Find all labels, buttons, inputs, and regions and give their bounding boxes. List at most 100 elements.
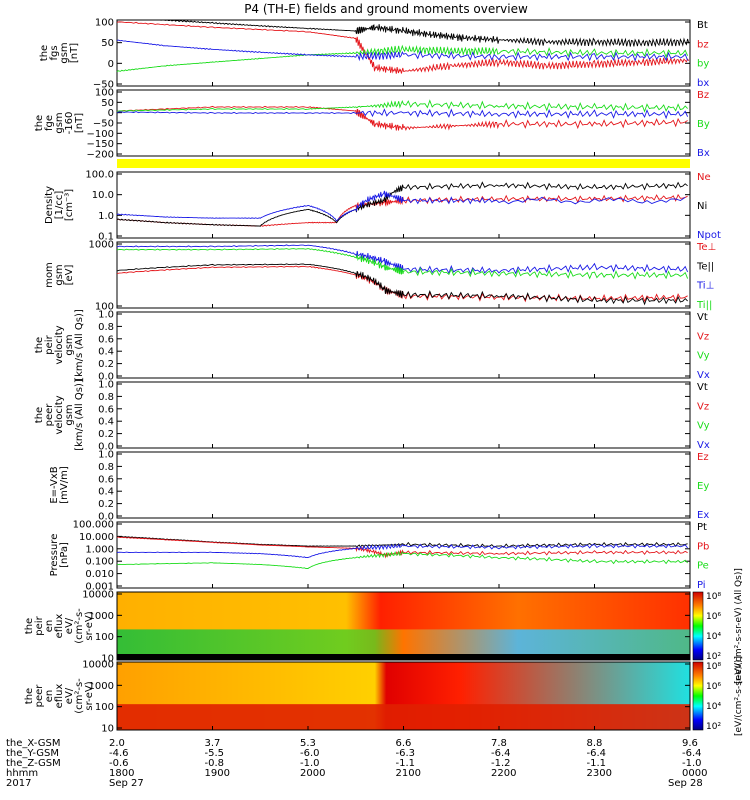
fgs-legend-by: by bbox=[697, 59, 709, 70]
peer_eflux-ylabel: the bbox=[24, 688, 35, 704]
density-frame bbox=[116, 171, 691, 239]
axis-value: -6.4 bbox=[587, 748, 607, 759]
pressure-ytick-label: 0.100 bbox=[85, 557, 114, 568]
pressure-ylabel: [nPa] bbox=[59, 542, 70, 568]
fge-ylabel: gsm bbox=[54, 112, 65, 133]
axis-value: 8.8 bbox=[587, 738, 603, 749]
axis-value: 1900 bbox=[205, 768, 230, 779]
temp-series-te|| bbox=[116, 263, 688, 306]
temp-legend-ti||: Ti|| bbox=[696, 300, 712, 311]
peir_eflux-colorbar bbox=[692, 591, 704, 661]
peer_vel-panel: 1.00.80.6 0.40.2 0.0 the peer velocity gsm [km/… bbox=[34, 379, 710, 452]
peer_eflux-ytick-label: 1000 bbox=[89, 681, 114, 692]
pressure-ytick-label: 0.001 bbox=[85, 582, 114, 593]
peer_vel-ylabel: velocity bbox=[54, 395, 65, 434]
efield-ytick-label: 0.2 bbox=[98, 499, 114, 510]
fge-ytick-label: 50 bbox=[101, 98, 114, 109]
peir_vel-ytick-label: 0.0 bbox=[98, 372, 114, 383]
peer_eflux-ylabel: peer bbox=[34, 684, 45, 708]
axis-value: 2200 bbox=[491, 768, 516, 779]
fgs-series-bt bbox=[117, 19, 690, 48]
axis-row-name: hhmm bbox=[6, 768, 38, 779]
peir_eflux-colorbar-label: [eV/(cm²-s-sr-eV) (All Qs)] bbox=[734, 568, 744, 684]
peer_eflux-colorbar-tick: 10⁴ bbox=[706, 702, 721, 712]
efield-frame bbox=[116, 451, 691, 519]
peer_eflux-ylabel: (cm²-s- bbox=[74, 678, 85, 714]
pressure-series-pe bbox=[116, 550, 688, 569]
peir_eflux-ytick-label: 10 bbox=[101, 654, 114, 665]
region-indicator-bar bbox=[117, 159, 690, 168]
temp-ylabel: [eV] bbox=[64, 265, 75, 286]
peer_vel-ytick-label: 0.2 bbox=[98, 429, 114, 440]
peir_vel-legend-vz: Vz bbox=[697, 331, 709, 342]
pressure-legend-pe: Pe bbox=[697, 561, 709, 572]
temp-ytick-label: 1000 bbox=[89, 240, 114, 251]
peer_eflux-colorbar bbox=[692, 661, 704, 731]
peer_vel-ylabel: [km/s (All Qs)] bbox=[74, 379, 85, 451]
fgs-ylabel: [nT] bbox=[69, 43, 80, 63]
temp-series-ti|| bbox=[116, 248, 689, 280]
fgs-ylabel: fgs bbox=[49, 45, 60, 60]
peir_vel-ytick-label: 0.8 bbox=[98, 322, 114, 333]
fge-ytick-label: −150 bbox=[87, 139, 114, 150]
peer_eflux-ylabel: eV/ bbox=[64, 687, 75, 704]
fge-ylabel: -160 bbox=[64, 112, 75, 135]
fgs-series-bz bbox=[116, 21, 690, 74]
axis-value: 2.0 bbox=[109, 738, 125, 749]
axis-value: 6.6 bbox=[396, 738, 412, 749]
fge-legend-by: By bbox=[697, 119, 710, 130]
fge-ytick-label: −100 bbox=[87, 129, 114, 140]
peir_eflux-ylabel: (cm²-s- bbox=[74, 608, 85, 644]
axis-value: -5.5 bbox=[205, 748, 225, 759]
pressure-ylabel: Pressure bbox=[49, 534, 60, 577]
efield-panel: 1.00.80.6 0.40.2 0.0 E=-VxB [mV/m] Ez Ey Ex bbox=[49, 450, 709, 523]
pressure-series-pb bbox=[116, 536, 688, 559]
peir_eflux-ylabel: eV/ bbox=[64, 617, 75, 634]
peer_vel-legend-vt: Vt bbox=[697, 382, 708, 393]
peir_eflux-ylabel: peir bbox=[34, 615, 45, 635]
fgs-ylabel: the bbox=[39, 45, 50, 61]
peir_vel-ytick-label: 0.2 bbox=[98, 359, 114, 370]
axis-value: 2000 bbox=[300, 768, 325, 779]
axis-value: -1.1 bbox=[396, 758, 416, 769]
axis-value: -6.0 bbox=[300, 748, 320, 759]
fge-frame bbox=[116, 89, 691, 157]
peir_vel-legend-vx: Vx bbox=[697, 370, 710, 381]
temp-ylabel: mom bbox=[44, 262, 55, 288]
axis-year: 2017 bbox=[6, 778, 31, 789]
pressure-ytick-label: 10.000 bbox=[79, 532, 114, 543]
peir_vel-panel: 1.00.80.6 0.40.2 0.0 the peir velocity gsm [km/… bbox=[34, 309, 710, 382]
efield-legend-ex: Ex bbox=[697, 510, 709, 521]
density-series-npot bbox=[116, 190, 686, 222]
pressure-ytick-label: 100.000 bbox=[73, 520, 114, 531]
peir_vel-ylabel: gsm bbox=[64, 334, 75, 355]
peer_eflux-ytick-label: 10000 bbox=[82, 660, 114, 671]
peer_eflux-colorbar-tick: 10⁸ bbox=[706, 662, 721, 672]
fge-series-by bbox=[116, 99, 688, 113]
density-ytick-label: 100.0 bbox=[85, 170, 114, 181]
fgs-legend-bt: Bt bbox=[697, 20, 708, 31]
efield-ylabel: [mV/m] bbox=[59, 466, 70, 504]
peer_vel-legend-vy: Vy bbox=[697, 421, 710, 432]
density-ylabel: Density bbox=[44, 186, 55, 224]
pressure-legend-pb: Pb bbox=[697, 541, 709, 552]
peer_eflux-ylabel: en bbox=[44, 690, 55, 703]
peer_vel-legend-vz: Vz bbox=[697, 401, 709, 412]
pressure-series-pt bbox=[116, 535, 688, 549]
fge-ytick-label: 100 bbox=[95, 88, 114, 99]
peir_eflux-ylabel: eflux bbox=[54, 614, 65, 639]
axis-value: 1800 bbox=[109, 768, 134, 779]
peer_vel-frame bbox=[116, 381, 691, 449]
peer_vel-ytick-label: 0.6 bbox=[98, 404, 114, 415]
fge-series-bz bbox=[116, 105, 688, 131]
density-legend-npot: Npot bbox=[697, 230, 721, 241]
fge-ylabel: fge bbox=[44, 115, 55, 131]
axis-value: -1.1 bbox=[587, 758, 607, 769]
peer_eflux-ylabel: eflux bbox=[54, 684, 65, 709]
fge-ytick-label: −200 bbox=[87, 150, 114, 161]
peer_eflux-panel: 10⁸ 10⁶ 10⁴ 10² [eV/(cm²-s-sr-eV)] 10000 1000 1… bbox=[24, 656, 744, 736]
fge-series-bx bbox=[116, 108, 689, 120]
